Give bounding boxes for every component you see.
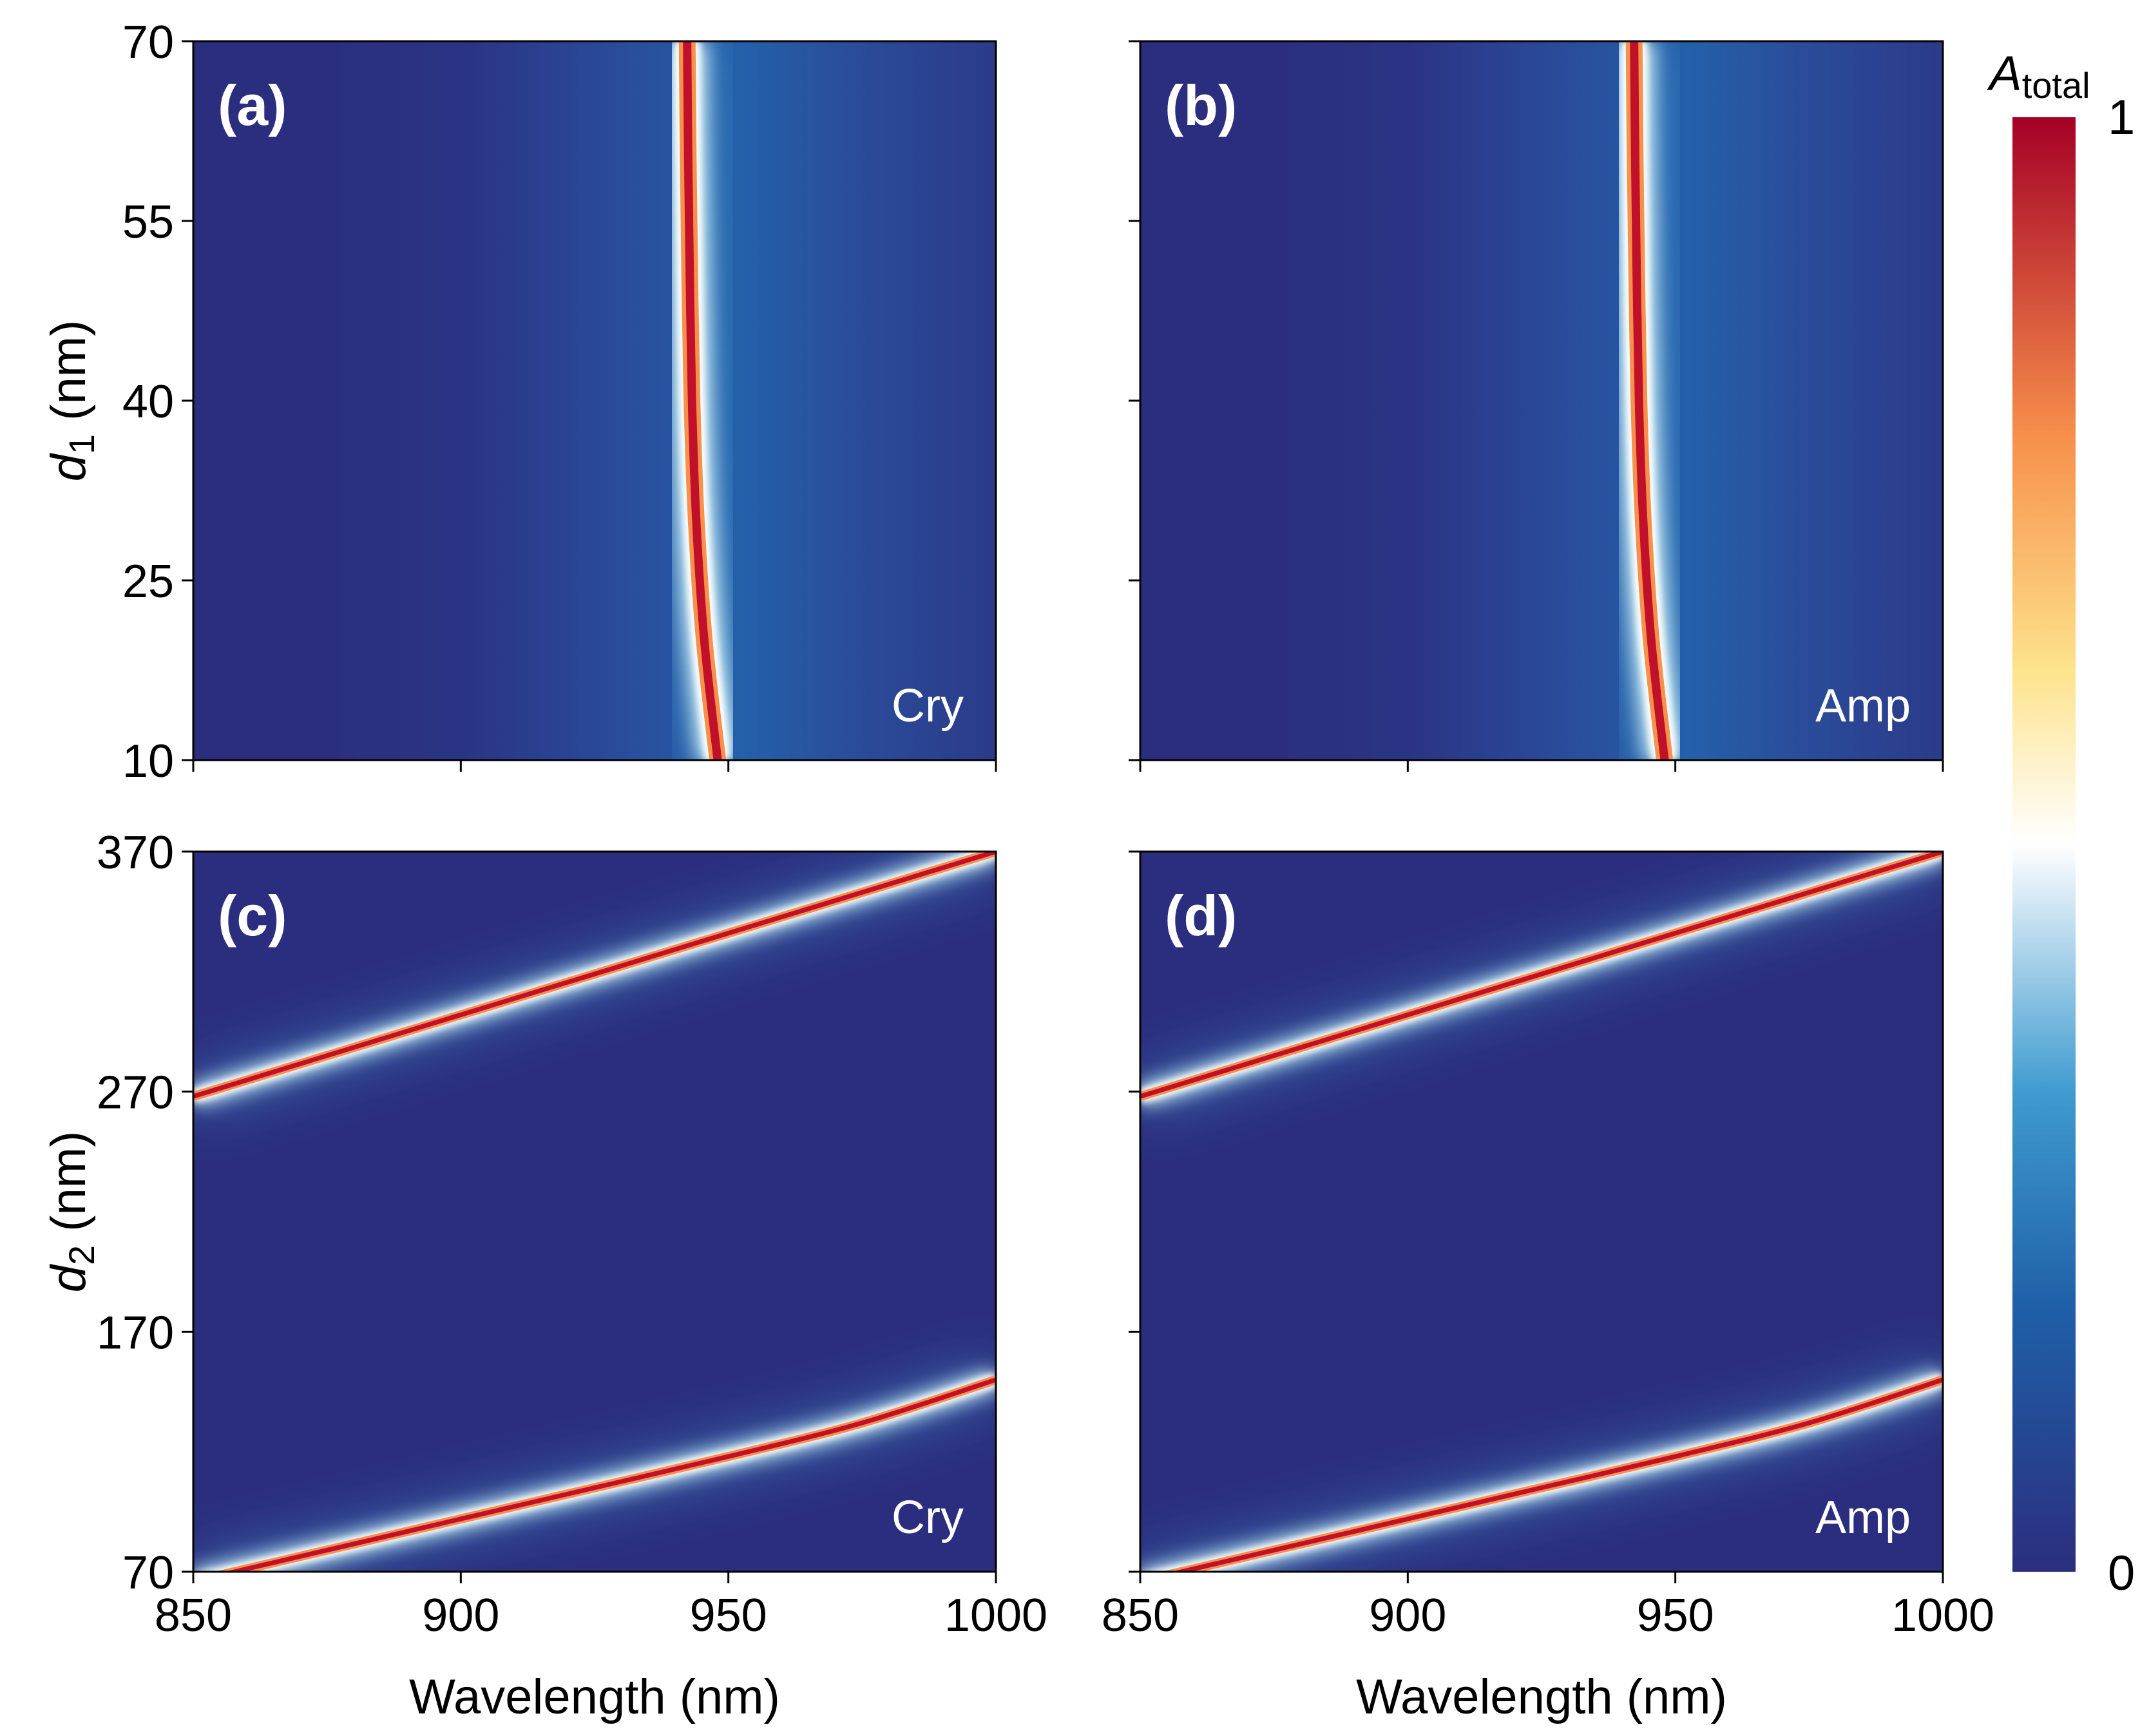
x-tick-label: 850	[1102, 1590, 1179, 1641]
panel-label: (c)	[218, 884, 287, 948]
resonance-core	[193, 852, 996, 1099]
heatmap-area	[1140, 41, 1943, 760]
material-label: Amp	[1815, 1492, 1911, 1543]
y-tick-label: 70	[122, 1547, 174, 1599]
x-tick-label: 900	[422, 1590, 499, 1641]
axes-frame	[1139, 850, 1944, 1573]
resonance-core	[224, 1377, 996, 1572]
x-tick-label: 1000	[944, 1590, 1047, 1641]
colorbar-gradient	[2012, 117, 2076, 1572]
resonance-core	[1630, 41, 1669, 760]
x-axis-title: Wavelength (nm)	[1356, 1670, 1727, 1724]
panel-label: (d)	[1165, 884, 1237, 948]
x-tick-label: 950	[1637, 1590, 1714, 1641]
y-tick-label: 370	[97, 827, 174, 879]
panel-b: (b) Amp	[1129, 40, 1944, 772]
material-label: Cry	[892, 1492, 964, 1543]
resonance-core	[1171, 1377, 1943, 1572]
heatmap-area	[193, 41, 996, 760]
colorbar-max-label: 1	[2108, 90, 2135, 145]
heatmap-area	[193, 852, 996, 1572]
x-tick-label: 1000	[1891, 1590, 1994, 1641]
resonance-core	[683, 41, 722, 760]
x-axis-title: Wavelength (nm)	[409, 1670, 780, 1724]
panel-a: 10 25 40 55 70 (a) Cry d1 (nm)	[41, 17, 997, 787]
y-tick-label: 55	[122, 196, 174, 248]
resonance-core	[1140, 852, 1943, 1099]
x-tick-label: 900	[1369, 1590, 1446, 1641]
axes-frame	[192, 850, 997, 1573]
heatmap-area	[1140, 852, 1943, 1572]
material-label: Cry	[892, 680, 964, 732]
x-tick-label: 950	[690, 1590, 767, 1641]
y-axis-title: d2 (nm)	[41, 1131, 102, 1293]
colorbar-min-label: 0	[2108, 1546, 2135, 1601]
y-tick-label: 170	[97, 1307, 174, 1359]
panel-d: 850 900 950 1000 (d) Amp Wavelength (nm)	[1102, 850, 1994, 1724]
colorbar-title: Atotal	[1987, 46, 2090, 106]
panel-label: (a)	[218, 73, 287, 137]
y-tick-label: 70	[122, 17, 174, 68]
y-tick-label: 40	[122, 376, 174, 428]
x-tick-label: 850	[155, 1590, 232, 1641]
y-tick-label: 25	[122, 556, 174, 607]
y-tick-label: 10	[122, 736, 174, 787]
material-label: Amp	[1815, 680, 1911, 732]
panel-label: (b)	[1165, 73, 1237, 137]
y-tick-label: 270	[97, 1067, 174, 1119]
colorbar: Atotal 1 0	[1987, 46, 2135, 1601]
panel-c: 850 900 950 1000 70 170 270 370 (c) Cry d2 (nm) Wav…	[41, 827, 1047, 1724]
y-axis-title: d1 (nm)	[41, 320, 102, 482]
